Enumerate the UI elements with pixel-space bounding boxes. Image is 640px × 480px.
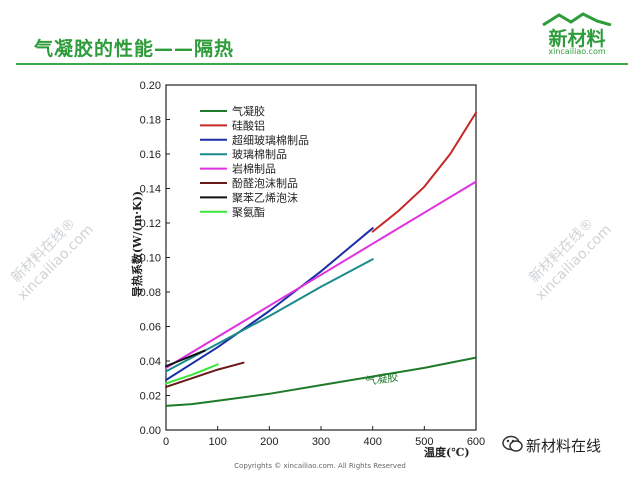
- x-tick-label: 200: [260, 436, 278, 448]
- legend-label: 硅酸铝: [232, 118, 265, 132]
- logo-subtext: xincailiao.com: [548, 47, 606, 56]
- legend-label: 气凝胶: [232, 104, 265, 118]
- x-tick-label: 400: [363, 436, 381, 448]
- y-tick-label: 0.10: [140, 253, 161, 265]
- y-tick-label: 0.20: [140, 80, 161, 92]
- y-tick-label: 0.06: [140, 322, 161, 334]
- legend-label: 酚醛泡沫制品: [232, 176, 298, 190]
- y-tick-label: 0.02: [140, 391, 161, 403]
- x-tick-label: 600: [467, 436, 485, 448]
- series-line-2: [165, 227, 374, 381]
- y-tick-label: 0.12: [140, 218, 161, 230]
- title-divider: [16, 63, 628, 65]
- legend-label: 岩棉制品: [232, 162, 276, 176]
- brand-logo: 新材料 xincailiao.com: [527, 12, 627, 56]
- series-line-1: [371, 111, 477, 233]
- wechat-badge: 新材料在线: [502, 433, 640, 459]
- slide-title: 气凝胶的性能——隔热: [34, 38, 235, 60]
- x-tick-label: 500: [415, 436, 433, 448]
- y-tick-label: 0.08: [140, 287, 161, 299]
- series-line-7: [165, 363, 219, 385]
- y-tick-label: 0.14: [140, 184, 161, 196]
- y-axis-label: 导热系数(W/(m·K)): [130, 191, 144, 297]
- logo-roof-icon: [542, 12, 612, 26]
- legend-label: 聚苯乙烯泡沫: [232, 190, 298, 204]
- series-line-4: [165, 180, 477, 369]
- aerogel-annotation: 气凝胶: [364, 370, 399, 388]
- x-tick-label: 300: [312, 436, 330, 448]
- x-axis: 0 100 200 300 400 500 600: [163, 426, 485, 448]
- y-tick-label: 0.04: [140, 356, 161, 368]
- series-line-6: [165, 349, 206, 368]
- legend-label: 聚氨酯: [232, 206, 265, 219]
- logo-text: 新材料: [548, 28, 606, 50]
- wechat-icon: [502, 435, 523, 452]
- y-tick-label: 0.00: [140, 425, 161, 437]
- x-tick-label: 0: [163, 436, 169, 448]
- series-line-0: [165, 356, 477, 407]
- x-tick-label: 100: [208, 436, 226, 448]
- wechat-account-name: 新材料在线: [526, 437, 602, 455]
- legend-label: 玻璃棉制品: [232, 147, 287, 161]
- series-group: [165, 111, 477, 407]
- legend-label: 超细玻璃棉制品: [232, 133, 309, 147]
- x-axis-label: 温度(℃): [424, 445, 470, 459]
- y-axis: 0.00 0.02 0.04 0.06 0.08 0.10 0.12 0.14 0.16 0.18…: [140, 80, 170, 437]
- series-line-5: [165, 361, 245, 388]
- plot-frame: [165, 84, 477, 431]
- y-tick-label: 0.16: [140, 149, 161, 161]
- copyright-text: Copyrights © xincailiao.com. All Rights …: [234, 462, 406, 470]
- y-tick-label: 0.18: [140, 115, 161, 127]
